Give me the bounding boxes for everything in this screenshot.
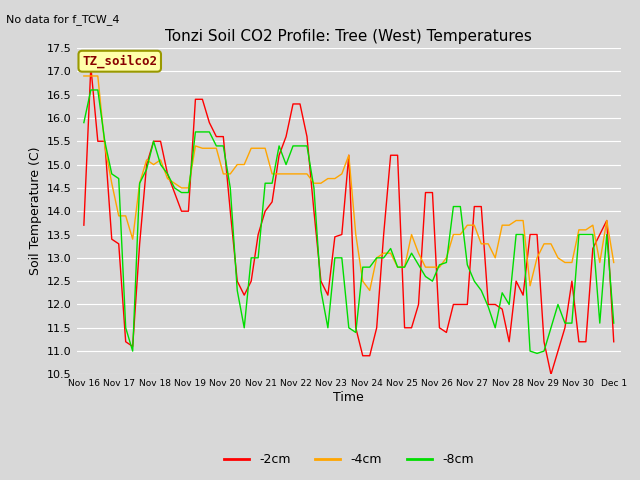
-4cm bbox=[261, 145, 269, 151]
-8cm bbox=[268, 180, 276, 186]
-4cm bbox=[296, 171, 304, 177]
Legend: -2cm, -4cm, -8cm: -2cm, -4cm, -8cm bbox=[218, 447, 480, 473]
Line: -4cm: -4cm bbox=[84, 76, 614, 290]
Text: TZ_soilco2: TZ_soilco2 bbox=[82, 55, 157, 68]
-2cm bbox=[268, 199, 276, 205]
-2cm bbox=[261, 208, 269, 214]
Text: No data for f_TCW_4: No data for f_TCW_4 bbox=[6, 14, 120, 25]
-4cm bbox=[366, 288, 374, 293]
-2cm bbox=[87, 64, 95, 70]
Title: Tonzi Soil CO2 Profile: Tree (West) Temperatures: Tonzi Soil CO2 Profile: Tree (West) Temp… bbox=[165, 29, 532, 44]
-8cm bbox=[610, 320, 618, 326]
-8cm bbox=[533, 350, 541, 356]
-8cm bbox=[191, 129, 199, 135]
Line: -8cm: -8cm bbox=[84, 90, 614, 353]
-2cm bbox=[547, 372, 555, 377]
-2cm bbox=[80, 222, 88, 228]
-4cm bbox=[184, 185, 192, 191]
X-axis label: Time: Time bbox=[333, 391, 364, 404]
-8cm bbox=[380, 255, 387, 261]
-2cm bbox=[303, 134, 311, 140]
Line: -2cm: -2cm bbox=[84, 67, 614, 374]
-4cm bbox=[610, 260, 618, 265]
-4cm bbox=[380, 250, 387, 256]
-2cm bbox=[317, 278, 324, 284]
Y-axis label: Soil Temperature (C): Soil Temperature (C) bbox=[29, 147, 42, 276]
-8cm bbox=[303, 143, 311, 149]
-2cm bbox=[610, 339, 618, 345]
-4cm bbox=[310, 180, 318, 186]
-8cm bbox=[87, 87, 95, 93]
-2cm bbox=[191, 96, 199, 102]
-2cm bbox=[380, 232, 387, 238]
-4cm bbox=[80, 73, 88, 79]
-8cm bbox=[261, 180, 269, 186]
-8cm bbox=[317, 288, 324, 293]
-4cm bbox=[254, 145, 262, 151]
-8cm bbox=[80, 120, 88, 125]
